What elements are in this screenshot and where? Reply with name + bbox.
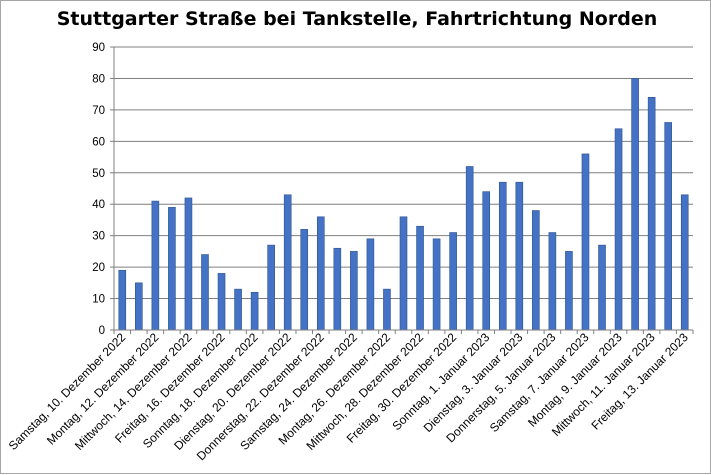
bar xyxy=(118,269,127,331)
bar xyxy=(300,229,309,331)
bar xyxy=(532,210,540,331)
bar xyxy=(350,251,358,331)
bar xyxy=(333,247,342,331)
bar xyxy=(168,207,176,331)
bar xyxy=(548,232,557,331)
bar xyxy=(267,244,275,331)
bar xyxy=(366,238,375,331)
bar xyxy=(234,288,242,331)
bar xyxy=(614,128,623,331)
chart-title: Stuttgarter Straße bei Tankstelle, Fahrt… xyxy=(57,8,658,30)
bar xyxy=(449,232,457,331)
bar xyxy=(283,194,292,331)
bar xyxy=(680,194,689,331)
y-tick-label: 80 xyxy=(92,73,105,85)
bar xyxy=(482,191,491,331)
bar xyxy=(383,288,391,331)
bar xyxy=(647,97,656,331)
bar xyxy=(465,166,474,331)
bar xyxy=(432,238,441,331)
bar xyxy=(184,197,193,331)
y-tick-label: 0 xyxy=(99,325,105,337)
bar xyxy=(515,181,524,331)
y-tick-label: 50 xyxy=(92,168,105,180)
bar xyxy=(498,181,507,331)
y-tick-label: 10 xyxy=(92,294,105,306)
bar xyxy=(598,244,606,331)
bar xyxy=(581,153,590,331)
x-tick-label: Samstag, 10. Dezember 2022 xyxy=(6,330,129,453)
bar xyxy=(664,122,672,331)
bar xyxy=(316,216,325,331)
bar xyxy=(565,251,573,331)
bar xyxy=(631,78,639,331)
bar xyxy=(399,216,408,331)
bar xyxy=(416,225,424,331)
bar xyxy=(201,254,209,331)
bar xyxy=(217,273,226,331)
y-tick-label: 30 xyxy=(92,231,105,243)
y-tick-label: 90 xyxy=(92,42,105,54)
y-tick-label: 60 xyxy=(92,136,105,148)
y-tick-label: 20 xyxy=(92,262,105,274)
y-tick-label: 70 xyxy=(92,105,105,117)
bar xyxy=(135,282,143,331)
y-tick-label: 40 xyxy=(92,199,105,211)
bar xyxy=(250,291,259,331)
bar xyxy=(151,200,160,331)
